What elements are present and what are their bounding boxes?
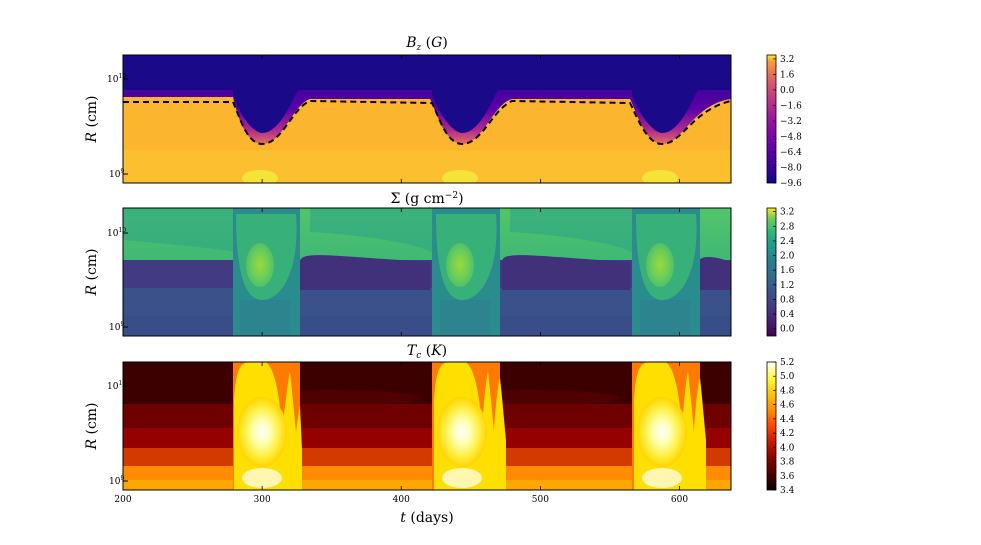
xtick-label: 600: [671, 495, 688, 505]
panel-sigma: Σ (g cm−2) R (cm) 1010 109 3.2 2.8 2.4 2.0 1…: [84, 191, 795, 337]
bz-yaxis: R (cm) 1010 109: [84, 73, 128, 180]
bz-colorbar-tick-label: 3.2: [780, 55, 794, 65]
tc-colorbar-tick-label: 3.8: [780, 458, 795, 468]
xtick-label: 500: [532, 495, 549, 505]
tc-axes-frame: [122, 361, 732, 491]
sigma-colorbar-tick-label: 0.4: [780, 310, 795, 320]
tc-colorbar-strip: [766, 361, 777, 491]
tc-colorbar-tick-label: 5.0: [780, 372, 795, 382]
xtick-label: 300: [254, 495, 271, 505]
bz-ytick-1e9: 109: [109, 168, 124, 180]
sigma-ytick-1e9: 109: [109, 321, 124, 333]
tc-heatmap: [123, 362, 731, 490]
tc-title: Tc (K): [407, 343, 447, 361]
bz-contour-line: [123, 99, 731, 146]
bz-colorbar-tick-label: −6.4: [780, 148, 802, 158]
bz-colorbar-strip: [766, 54, 777, 184]
bz-ylabel: R (cm): [84, 95, 100, 143]
xtick-label: 200: [114, 495, 131, 505]
tc-colorbar-tick-label: 4.6: [780, 401, 795, 411]
bz-colorbar: 3.2 1.6 0.0 −1.6 −3.2 −4.8 −6.4 −8.0 −9.6: [766, 54, 802, 189]
sigma-ylabel: R (cm): [84, 248, 100, 296]
tc-colorbar-tick-label: 4.2: [780, 429, 794, 439]
tc-colorbar: 5.2 5.0 4.8 4.6 4.4 4.2 4.0 3.8 3.6 3.4: [766, 358, 795, 496]
sigma-colorbar-tick-label: 3.2: [780, 208, 794, 218]
tc-xlabel: t (days): [400, 510, 453, 526]
sigma-colorbar-tick-label: 1.6: [780, 266, 795, 276]
tc-colorbar-tick-label: 4.8: [780, 386, 795, 396]
tc-xaxis: 200 300 400 500 600 t (days): [114, 55, 688, 526]
tc-ytick-1e9: 109: [109, 475, 124, 487]
bz-colorbar-tick-label: −1.6: [780, 101, 802, 111]
sigma-colorbar-tick-label: 0.8: [780, 295, 795, 305]
sigma-heatmap: [123, 208, 731, 336]
sigma-axes-frame: [122, 207, 732, 337]
sigma-colorbar-tick-label: 0.0: [780, 325, 795, 335]
panel-bz: Bz (G) R (cm) 1010 109 3.2 1.6 0.0 −1.6 −3.2…: [84, 35, 802, 189]
bz-colorbar-tick-label: 0.0: [780, 86, 795, 96]
bz-heatmap: [123, 55, 731, 183]
bz-colorbar-tick-label: −8.0: [780, 163, 802, 173]
sigma-colorbar-strip: [766, 207, 777, 337]
panel-tc: Tc (K) R (cm) 1010 109 200 300 400 500 600 t…: [84, 55, 795, 526]
bz-colorbar-tick-label: 1.6: [780, 70, 795, 80]
bz-title: Bz (G): [405, 35, 448, 53]
sigma-yaxis: R (cm) 1010 109: [84, 227, 128, 333]
xtick-label: 400: [393, 495, 410, 505]
tc-colorbar-tick-label: 3.4: [780, 486, 795, 496]
sigma-colorbar: 3.2 2.8 2.4 2.0 1.6 1.2 0.8 0.4 0.0: [766, 207, 795, 337]
tc-colorbar-tick-label: 3.6: [780, 472, 795, 482]
sigma-colorbar-tick-label: 2.4: [780, 237, 795, 247]
tc-yaxis: R (cm) 1010 109: [84, 380, 128, 487]
sigma-colorbar-tick-label: 1.2: [780, 281, 794, 291]
bz-axes-frame: [122, 54, 732, 184]
bz-colorbar-tick-label: −9.6: [780, 179, 802, 189]
tc-colorbar-tick-label: 4.4: [780, 415, 795, 425]
sigma-title: Σ (g cm−2): [390, 191, 463, 207]
bz-colorbar-tick-label: −3.2: [780, 117, 802, 127]
tc-ylabel: R (cm): [84, 402, 100, 450]
tc-colorbar-tick-label: 4.0: [780, 443, 795, 453]
sigma-colorbar-tick-label: 2.0: [780, 252, 795, 262]
bz-colorbar-tick-label: −4.8: [780, 132, 802, 142]
sigma-colorbar-tick-label: 2.8: [780, 222, 795, 232]
tc-colorbar-tick-label: 5.2: [780, 358, 794, 368]
